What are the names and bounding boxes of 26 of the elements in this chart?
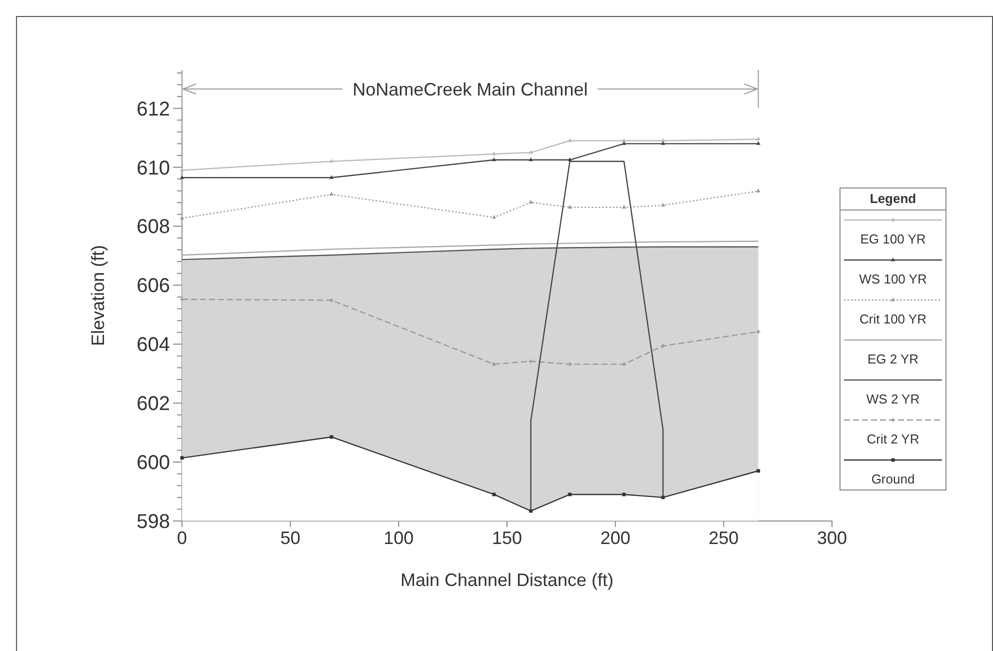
legend-title: Legend	[870, 191, 916, 206]
legend-label: EG 100 YR	[860, 232, 926, 247]
y-tick-label: 606	[136, 275, 170, 298]
y-tick-label: 612	[136, 98, 170, 120]
y-tick-label: 600	[136, 452, 170, 474]
y-tick-label: 608	[136, 216, 170, 238]
legend-label: Crit 100 YR	[860, 312, 926, 327]
x-tick-label: 0	[176, 528, 188, 548]
legend-label: Crit 2 YR	[866, 432, 920, 447]
x-tick-label: 250	[708, 528, 739, 548]
x-tick-label: 200	[600, 528, 630, 548]
x-tick-label: 150	[492, 528, 522, 548]
x-tick-label: 300	[816, 528, 848, 548]
x-tick-label: 100	[384, 528, 414, 548]
y-axis-title: Elevation (ft)	[88, 244, 108, 346]
y-tick-label: 598	[136, 511, 170, 533]
x-tick-label: 50	[280, 528, 300, 548]
legend-label: WS 100 YR	[859, 272, 927, 287]
x-axis-title: Main Channel Distance (ft)	[400, 570, 614, 590]
text: WS 2 YR	[866, 392, 920, 407]
y-tick-label: 610	[136, 157, 170, 180]
text: NoNameCreek Main Channel	[352, 79, 588, 100]
text: EG 2 YR	[867, 352, 919, 367]
legend-label: Ground	[871, 472, 915, 487]
y-tick-label: 604	[136, 334, 170, 356]
y-tick-label: 602	[136, 393, 170, 416]
